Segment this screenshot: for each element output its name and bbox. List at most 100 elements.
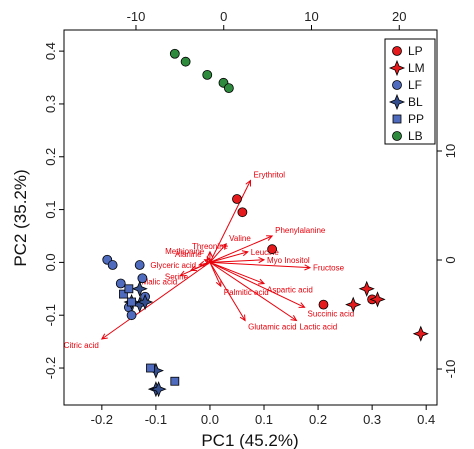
- right-tick-label: 10: [443, 144, 458, 158]
- point-pp: [127, 297, 136, 307]
- point-lb: [202, 69, 213, 80]
- loading-arrow: [209, 259, 265, 263]
- loading-arrow: [209, 235, 273, 263]
- x-tick-label: -0.1: [145, 412, 167, 427]
- loading-label: Glyceric acid: [150, 261, 196, 270]
- point-bl: [150, 381, 167, 398]
- loading-arrowhead: [241, 250, 249, 257]
- y-tick-label: 0.3: [43, 95, 58, 113]
- legend-label: LB: [408, 129, 423, 143]
- y-tick-label: 0.4: [43, 42, 58, 60]
- point-lb: [223, 83, 234, 93]
- point-lm: [345, 296, 362, 313]
- legend-marker-lf: [392, 80, 402, 90]
- legend-marker-lb: [392, 131, 402, 141]
- plot-frame: [63, 29, 438, 406]
- loading-arrow: [209, 261, 297, 321]
- loading-arrowhead: [257, 278, 266, 285]
- point-lp: [267, 244, 278, 255]
- loading-arrowhead: [239, 314, 246, 322]
- loading-arrowhead: [304, 264, 312, 271]
- point-pp: [119, 289, 128, 299]
- right-tick-label: -10: [443, 360, 458, 379]
- point-lf: [115, 278, 126, 289]
- loading-label: Alanine: [175, 250, 202, 259]
- loading-label: Malic acid: [142, 278, 178, 287]
- loading-arrow: [209, 180, 251, 263]
- legend: LP LM LF BL PP LB: [384, 38, 436, 145]
- top-tick-label: 10: [304, 9, 318, 24]
- point-lp: [232, 194, 242, 204]
- legend-marker-pp: [392, 114, 402, 124]
- loading-label: Palmitic acid: [224, 288, 269, 297]
- x-axis-title: PC1 (45.2%): [201, 431, 298, 449]
- x-tick-label: 0.3: [363, 412, 381, 427]
- legend-box: [384, 38, 436, 145]
- loading-arrowhead: [290, 315, 298, 322]
- loading-label: Lactic acid: [299, 322, 337, 331]
- legend-label: LP: [408, 44, 423, 58]
- loading-label: Leucine: [251, 248, 280, 257]
- top-tick-label: 20: [392, 9, 406, 24]
- loading-arrow: [209, 262, 246, 321]
- loading-arrowhead: [100, 333, 108, 340]
- loading-arrowhead: [266, 235, 274, 241]
- legend-label: BL: [408, 95, 423, 109]
- loading-arrow: [209, 251, 248, 263]
- point-lb: [169, 48, 180, 59]
- legend-label: LM: [408, 61, 425, 75]
- loading-label: Threonine: [192, 242, 229, 251]
- loading-arrow: [101, 261, 211, 340]
- point-bl: [131, 280, 148, 297]
- top-tick-label: 0: [220, 9, 227, 24]
- loading-arrowhead: [215, 280, 222, 288]
- x-tick-label: 0.0: [201, 412, 219, 427]
- y-tick-label: 0.2: [43, 148, 58, 166]
- loading-arrow: [180, 261, 211, 277]
- loading-label: Serine: [165, 272, 189, 281]
- loading-label: Glutamic acid: [248, 322, 296, 331]
- x-tick-label: 0.1: [255, 412, 273, 427]
- loading-label: Erythritol: [254, 171, 286, 180]
- loading-arrowhead: [179, 270, 187, 277]
- point-lp: [237, 207, 248, 218]
- legend-marker-bl: [388, 93, 406, 111]
- loading-label: Phenylalanine: [275, 226, 326, 235]
- legend-marker-lp: [392, 46, 402, 56]
- loading-arrow: [209, 261, 310, 269]
- loading-arrowhead: [206, 250, 214, 258]
- legend-marker-lm: [388, 59, 406, 77]
- point-pp: [124, 284, 134, 294]
- point-lf: [107, 260, 118, 270]
- y-axis-title: PC2 (35.2%): [11, 169, 30, 266]
- loading-arrowhead: [245, 179, 252, 187]
- right-tick-label: 0: [443, 256, 458, 263]
- point-lm: [358, 280, 375, 297]
- point-lb: [180, 56, 191, 67]
- loading-label: Valine: [229, 234, 251, 243]
- top-tick-label: -10: [127, 9, 146, 24]
- loading-arrowhead: [220, 243, 227, 250]
- loading-arrow: [209, 262, 222, 287]
- loading-label: Aspartic acid: [267, 286, 313, 295]
- loading-label: Methionine: [165, 247, 205, 256]
- legend-label: PP: [408, 112, 424, 126]
- axes-layer: -0.2 -0.1 0.0 0.1 0.2 0.3 0.4 -0.2 -0.1 0.0 0.1 0.2…: [43, 9, 458, 427]
- y-tick-label: -0.1: [43, 304, 58, 326]
- loading-label: Succinic acid: [308, 309, 355, 318]
- x-tick-label: 0.4: [417, 412, 435, 427]
- loading-arrowhead: [298, 302, 306, 308]
- point-pp: [170, 376, 180, 386]
- point-lm: [369, 291, 386, 308]
- y-tick-label: -0.2: [43, 357, 58, 379]
- point-lf: [134, 260, 145, 270]
- loading-arrow: [209, 243, 227, 263]
- loading-label: Fructose: [313, 264, 345, 273]
- loading-arrow: [209, 261, 265, 284]
- point-lf: [137, 273, 148, 284]
- point-lm: [412, 325, 429, 342]
- point-lf: [126, 310, 137, 321]
- loading-arrowhead: [258, 256, 266, 264]
- loading-label: Myo Inositol: [267, 256, 310, 265]
